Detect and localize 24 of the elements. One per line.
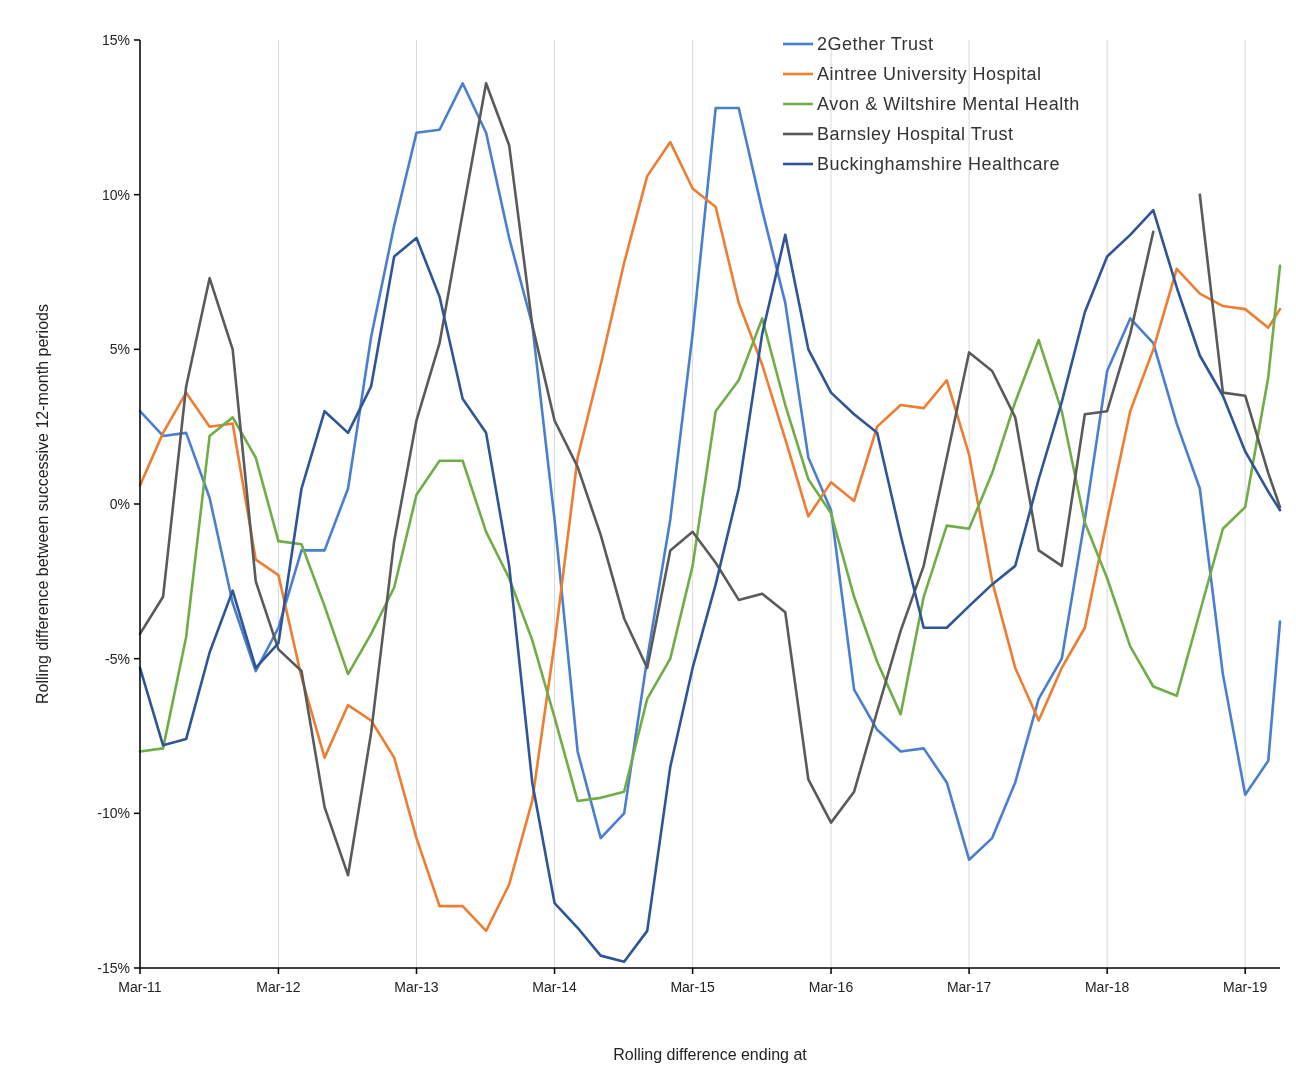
legend-label: Buckinghamshire Healthcare [817,154,1061,175]
x-tick-label: Mar-13 [394,979,439,995]
y-axis-title: Rolling difference between successive 12-month periods [34,304,51,704]
legend-label: Aintree University Hospital [817,64,1042,85]
x-tick-label: Mar-16 [808,979,854,995]
line-series [138,264,1282,803]
x-tick-label: Mar-15 [670,979,715,995]
x-tick-label: Mar-12 [256,979,301,995]
x-tick-label: Mar-19 [1223,979,1268,995]
y-tick-label: -15% [97,959,130,976]
x-axis-title: Rolling difference ending at [613,1046,808,1063]
y-tick-label: -10% [97,805,130,822]
legend-label: Avon & Wiltshire Mental Health [817,94,1080,115]
x-tick-label: Mar-11 [118,979,162,995]
y-tick-label: -5% [105,650,130,667]
x-tick-label: Mar-14 [532,979,577,995]
x-tick-label: Mar-17 [946,979,992,995]
y-tick-label: 10% [101,186,130,203]
x-tick-label: Mar-18 [1084,979,1130,995]
legend-label: 2Gether Trust [817,34,934,55]
y-tick-label: 15% [101,31,130,48]
y-tick-label: 5% [109,341,130,358]
y-tick-label: 0% [109,495,130,512]
legend-label: Barnsley Hospital Trust [817,124,1014,145]
